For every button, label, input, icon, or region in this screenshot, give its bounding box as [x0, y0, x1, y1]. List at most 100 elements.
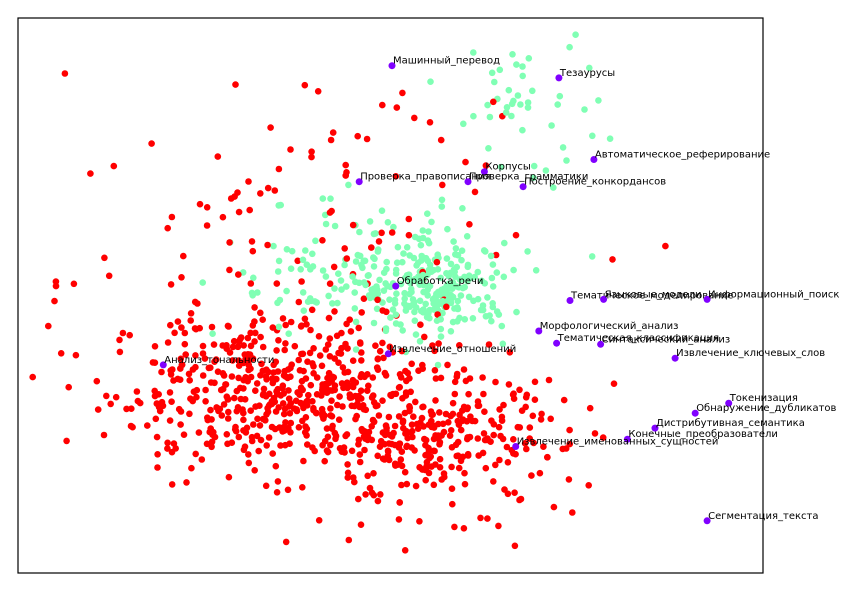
scatter-point	[279, 315, 287, 322]
scatter-point	[271, 187, 279, 194]
scatter-point	[488, 69, 496, 77]
scatter-point	[411, 447, 418, 454]
scatter-point	[463, 418, 471, 425]
scatter-point	[416, 518, 423, 525]
scatter-point	[523, 445, 530, 453]
scatter-point	[379, 339, 386, 347]
scatter-point	[530, 174, 537, 181]
scatter-point	[497, 432, 504, 440]
scatter-point	[350, 474, 357, 481]
scatter-point	[302, 247, 309, 254]
scatter-point	[369, 374, 377, 381]
scatter-point	[322, 346, 330, 353]
scatter-point	[384, 219, 392, 226]
scatter-point	[560, 396, 568, 404]
scatter-point	[493, 308, 501, 315]
scatter-point	[275, 323, 283, 331]
scatter-point	[352, 278, 359, 286]
scatter-point	[390, 223, 397, 231]
scatter-point	[205, 364, 213, 372]
scatter-point	[306, 349, 314, 357]
scatter-point	[202, 386, 209, 394]
scatter-point	[419, 227, 427, 234]
scatter-point	[270, 242, 277, 250]
point-label: Машинный_перевод	[393, 56, 500, 67]
scatter-point	[496, 456, 503, 464]
scatter-point	[449, 500, 456, 508]
scatter-point	[486, 113, 494, 121]
scatter-point	[225, 473, 233, 481]
scatter-point	[192, 352, 199, 359]
scatter-point	[226, 239, 233, 246]
scatter-point	[192, 363, 199, 371]
scatter-point	[599, 434, 607, 441]
scatter-point	[255, 447, 262, 455]
scatter-point	[408, 360, 416, 368]
point-label: Проверка_грамматики	[469, 172, 588, 183]
scatter-point	[374, 452, 382, 460]
scatter-point	[424, 210, 431, 217]
scatter-point	[144, 422, 151, 429]
scatter-point	[406, 404, 414, 412]
scatter-point	[70, 280, 78, 288]
scatter-point	[331, 285, 338, 292]
scatter-point	[458, 247, 466, 254]
labeled-point	[600, 295, 608, 303]
scatter-point	[482, 464, 490, 472]
scatter-point	[452, 273, 459, 281]
point-label: Тематическое_моделирование	[570, 291, 733, 302]
scatter-point	[211, 358, 218, 366]
scatter-point	[366, 218, 374, 225]
scatter-point	[243, 424, 251, 432]
scatter-point	[498, 322, 506, 330]
scatter-point	[180, 431, 188, 439]
scatter-point	[394, 243, 402, 251]
scatter-point	[425, 228, 432, 235]
scatter-point	[368, 489, 376, 497]
scatter-point	[492, 251, 500, 259]
scatter-point	[251, 338, 258, 345]
scatter-point	[459, 205, 466, 212]
scatter-point	[154, 451, 161, 458]
scatter-point	[391, 296, 399, 304]
scatter-point	[563, 157, 570, 164]
scatter-point	[342, 161, 350, 169]
scatter-point	[485, 145, 492, 152]
scatter-point	[356, 458, 364, 466]
scatter-point	[29, 373, 36, 381]
scatter-point	[319, 237, 326, 244]
scatter-point	[485, 341, 493, 348]
scatter-point	[526, 435, 533, 442]
scatter-point	[465, 390, 472, 398]
scatter-point	[224, 415, 232, 422]
scatter-point	[500, 401, 507, 409]
scatter-point	[300, 457, 307, 465]
scatter-point	[309, 250, 316, 258]
scatter-point	[337, 350, 345, 357]
scatter-point	[349, 273, 356, 280]
scatter-point	[496, 66, 504, 74]
scatter-point	[375, 412, 383, 419]
scatter-point	[416, 338, 424, 345]
scatter-point	[423, 313, 431, 321]
scatter-point	[358, 309, 366, 316]
scatter-point	[392, 320, 400, 327]
scatter-point	[207, 379, 215, 386]
scatter-point	[455, 464, 463, 472]
scatter-point	[352, 392, 359, 400]
scatter-point	[342, 172, 350, 179]
scatter-point	[430, 435, 438, 443]
scatter-point	[591, 430, 599, 437]
scatter-point	[331, 222, 339, 230]
scatter-point	[152, 415, 160, 423]
scatter-point	[334, 401, 341, 409]
scatter-point	[194, 300, 201, 307]
scatter-point	[427, 78, 434, 85]
scatter-point	[285, 403, 293, 410]
scatter-point	[153, 400, 161, 408]
scatter-point	[202, 398, 209, 405]
scatter-point	[148, 140, 155, 147]
scatter-point	[505, 381, 513, 388]
scatter-point	[226, 266, 233, 274]
